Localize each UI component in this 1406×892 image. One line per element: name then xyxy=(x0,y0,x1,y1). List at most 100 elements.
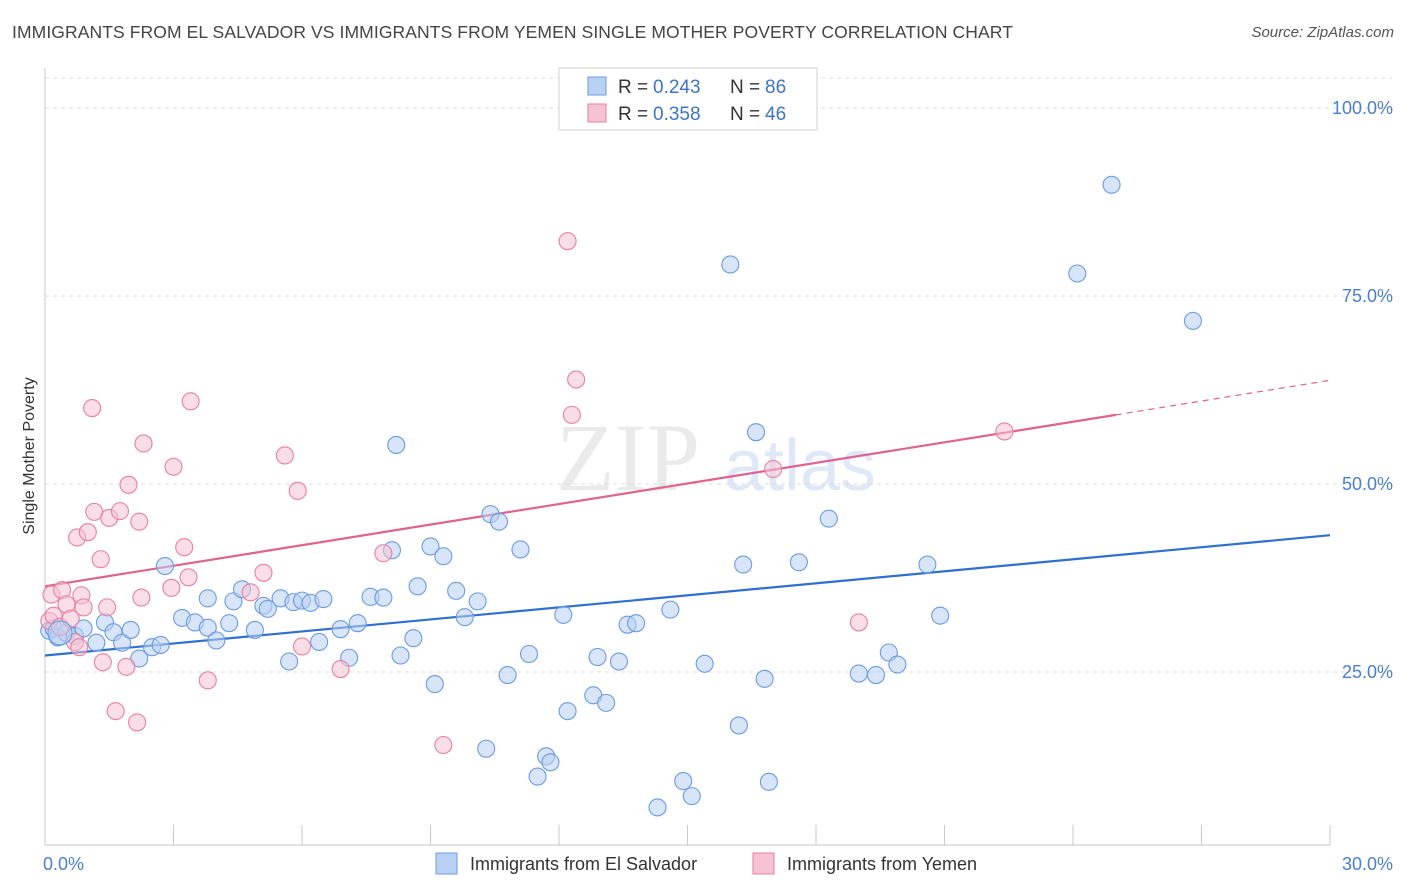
data-point xyxy=(130,512,149,531)
data-point xyxy=(746,423,766,442)
bottom-legend-label-1: Immigrants from El Salvador xyxy=(470,854,697,874)
data-point xyxy=(519,644,539,664)
data-points xyxy=(40,175,1202,817)
data-point xyxy=(74,598,93,617)
data-point xyxy=(175,538,194,557)
bottom-legend-label-2: Immigrants from Yemen xyxy=(787,854,977,874)
y-tick-label: 75.0% xyxy=(1342,286,1393,306)
legend-n-value: 86 xyxy=(765,77,786,98)
data-point xyxy=(1183,311,1202,330)
data-point xyxy=(70,638,89,657)
data-point xyxy=(220,614,239,633)
data-point xyxy=(198,618,217,637)
data-point xyxy=(489,512,509,531)
bottom-legend-swatch-2 xyxy=(752,852,775,875)
data-point xyxy=(759,772,778,791)
data-point xyxy=(425,675,444,694)
data-point xyxy=(110,502,130,521)
data-point xyxy=(498,666,517,685)
data-point xyxy=(721,255,740,274)
legend-n-label: N = xyxy=(730,104,760,125)
data-point xyxy=(280,652,299,671)
data-point xyxy=(541,753,560,772)
source-credit: Source: ZipAtlas.com xyxy=(1251,24,1394,41)
legend-r-value: 0.358 xyxy=(653,104,701,125)
data-point xyxy=(164,457,183,476)
data-point xyxy=(113,633,132,652)
data-point xyxy=(1068,264,1087,283)
legend-r-label: R = xyxy=(618,77,648,98)
data-point xyxy=(106,702,125,721)
chart-title: IMMIGRANTS FROM EL SALVADOR VS IMMIGRANT… xyxy=(12,22,1013,42)
data-point xyxy=(130,649,149,668)
x-tick-label: 0.0% xyxy=(43,854,84,874)
data-point xyxy=(331,659,350,679)
data-point xyxy=(554,605,573,624)
y-tick-label: 25.0% xyxy=(1342,662,1393,682)
data-point xyxy=(162,578,181,597)
data-point xyxy=(627,614,646,633)
data-point xyxy=(567,370,586,389)
data-point xyxy=(674,772,693,791)
data-point xyxy=(562,405,581,424)
data-point xyxy=(404,629,423,648)
data-point xyxy=(245,620,264,639)
legend-swatch-1 xyxy=(587,76,607,96)
data-point xyxy=(434,547,453,566)
data-point-cluster xyxy=(47,620,73,646)
data-point xyxy=(288,481,307,500)
bottom-legend-swatch-1 xyxy=(435,852,458,875)
data-point xyxy=(374,544,393,563)
data-point xyxy=(179,568,198,587)
x-tick-label: 30.0% xyxy=(1342,854,1393,874)
data-point xyxy=(729,716,748,735)
data-point xyxy=(408,577,427,596)
x-tick-labels: 0.0% 30.0% xyxy=(43,854,1393,874)
data-point xyxy=(314,590,333,609)
data-point xyxy=(558,232,577,251)
data-point xyxy=(648,798,667,817)
data-point xyxy=(292,637,312,656)
data-point xyxy=(447,581,466,600)
axes xyxy=(44,68,1331,846)
data-point xyxy=(421,537,440,556)
data-point xyxy=(734,555,753,574)
trend-line-2 xyxy=(44,413,1117,588)
data-point xyxy=(477,739,496,758)
data-point xyxy=(134,434,153,453)
data-point xyxy=(74,619,93,638)
y-tick-label: 100.0% xyxy=(1332,98,1393,118)
data-point xyxy=(119,475,138,494)
data-point xyxy=(558,702,577,721)
data-point xyxy=(819,509,838,528)
data-point xyxy=(181,392,200,411)
data-point xyxy=(849,613,868,632)
data-point xyxy=(93,653,112,672)
data-point xyxy=(849,664,868,683)
data-point xyxy=(682,787,701,806)
data-point xyxy=(789,553,808,572)
data-point xyxy=(597,693,616,712)
data-point xyxy=(83,399,102,418)
data-point xyxy=(918,555,937,574)
data-point xyxy=(661,600,680,619)
data-point xyxy=(866,666,886,685)
data-point xyxy=(121,620,140,639)
data-point xyxy=(1102,175,1121,194)
data-point xyxy=(207,631,226,650)
trend-line-extension-2 xyxy=(1115,379,1331,416)
data-point xyxy=(91,550,110,569)
data-point xyxy=(310,632,329,652)
data-point xyxy=(117,657,136,676)
data-point xyxy=(755,669,774,688)
data-point xyxy=(528,767,547,786)
data-point xyxy=(455,608,474,627)
data-point xyxy=(588,647,607,667)
series-1-points xyxy=(40,175,1202,817)
data-point xyxy=(434,735,453,755)
data-point xyxy=(241,583,260,602)
y-tick-labels: 25.0% 50.0% 75.0% 100.0% xyxy=(1332,98,1393,682)
data-point xyxy=(331,620,350,639)
data-point xyxy=(128,713,147,732)
